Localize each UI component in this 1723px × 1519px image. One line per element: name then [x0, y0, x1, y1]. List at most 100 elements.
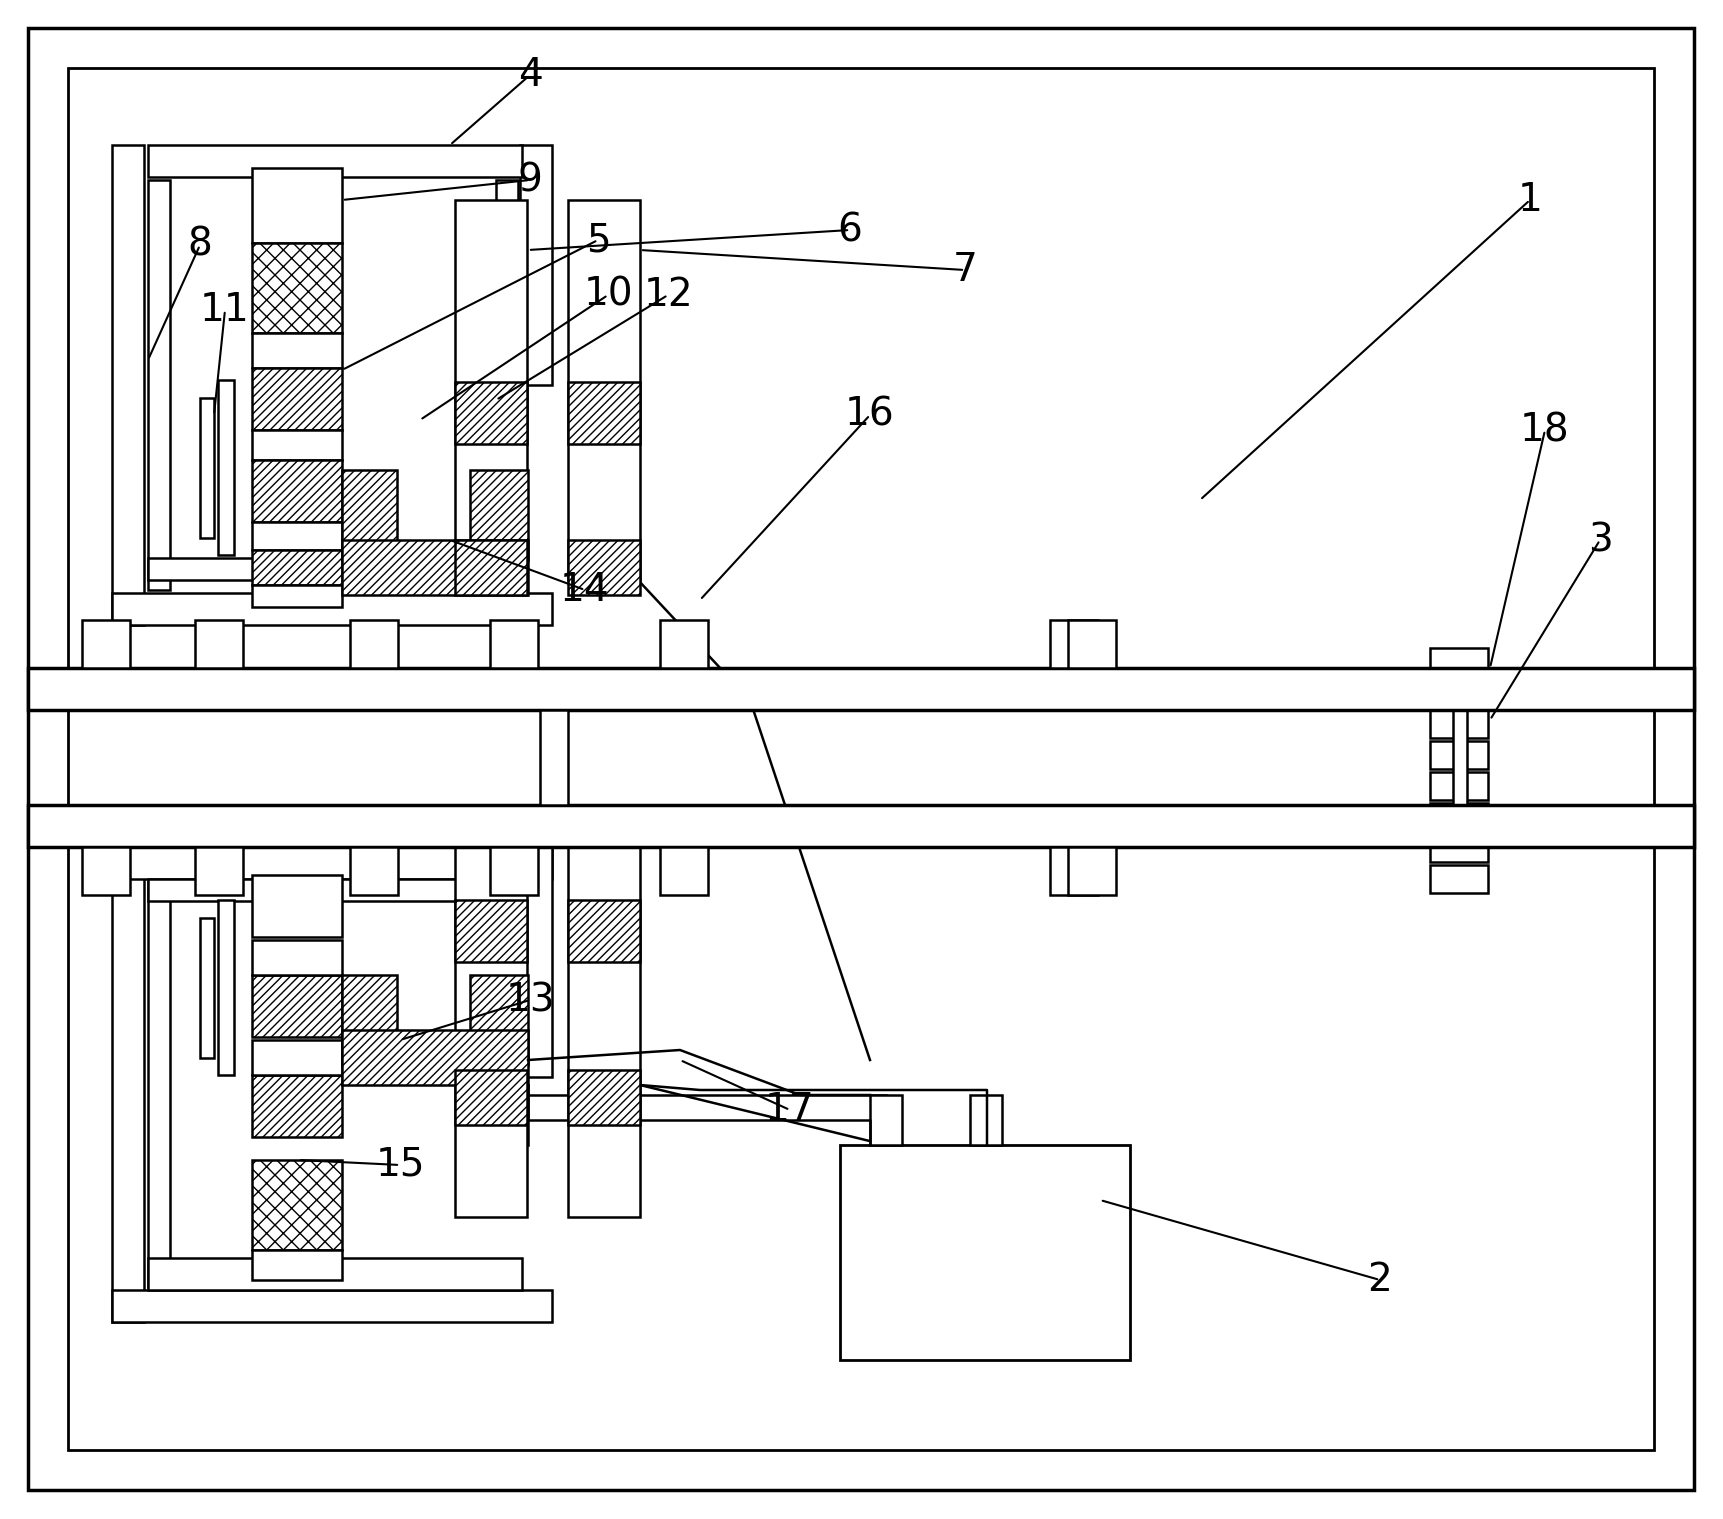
Bar: [841, 1145, 1130, 1360]
Bar: [148, 883, 171, 1287]
Bar: [455, 201, 527, 580]
Bar: [252, 1075, 341, 1138]
Bar: [569, 201, 639, 580]
Bar: [870, 1095, 903, 1145]
Text: 11: 11: [200, 292, 250, 330]
Bar: [569, 381, 639, 444]
Text: 12: 12: [643, 276, 693, 314]
Bar: [539, 709, 569, 805]
Bar: [148, 179, 171, 589]
Bar: [1430, 772, 1489, 801]
Bar: [200, 917, 214, 1059]
Bar: [252, 460, 341, 523]
Bar: [112, 144, 145, 624]
Text: 14: 14: [560, 571, 610, 609]
Bar: [148, 557, 519, 580]
Bar: [148, 1258, 522, 1290]
Bar: [195, 620, 243, 668]
Bar: [569, 539, 639, 595]
Bar: [112, 1290, 551, 1322]
Bar: [350, 620, 398, 668]
Bar: [569, 848, 639, 1217]
Bar: [1430, 864, 1489, 893]
Text: 18: 18: [1520, 412, 1570, 450]
Text: 7: 7: [953, 251, 977, 289]
Bar: [660, 848, 708, 895]
Bar: [496, 179, 519, 380]
Bar: [1430, 804, 1489, 831]
Bar: [1452, 709, 1466, 805]
Bar: [341, 539, 527, 595]
Bar: [470, 469, 527, 561]
Bar: [252, 1250, 341, 1281]
Bar: [1430, 834, 1489, 861]
Bar: [252, 1161, 341, 1250]
Bar: [455, 539, 527, 595]
Text: 13: 13: [505, 981, 555, 1019]
Bar: [148, 880, 519, 901]
Bar: [83, 620, 129, 668]
Bar: [28, 668, 1694, 709]
Bar: [455, 899, 527, 962]
Bar: [569, 899, 639, 962]
Bar: [252, 1041, 341, 1075]
Bar: [341, 1030, 527, 1085]
Text: 17: 17: [765, 1091, 815, 1129]
Bar: [252, 523, 341, 550]
Bar: [520, 144, 551, 384]
Bar: [1049, 620, 1098, 668]
Bar: [455, 848, 527, 1217]
Bar: [252, 585, 341, 608]
Text: 4: 4: [517, 56, 543, 94]
Text: 6: 6: [837, 211, 863, 249]
Bar: [252, 940, 341, 975]
Bar: [148, 144, 522, 178]
Bar: [252, 243, 341, 333]
Bar: [1049, 848, 1098, 895]
Bar: [252, 430, 341, 460]
Text: 2: 2: [1368, 1261, 1392, 1299]
Bar: [341, 975, 396, 1065]
Bar: [660, 620, 708, 668]
Bar: [200, 398, 214, 538]
Bar: [350, 848, 398, 895]
Bar: [112, 848, 551, 880]
Bar: [252, 875, 341, 937]
Text: 10: 10: [582, 276, 632, 314]
Bar: [1430, 741, 1489, 769]
Text: 8: 8: [188, 226, 212, 264]
Bar: [252, 333, 341, 368]
Bar: [520, 848, 551, 1077]
Text: 9: 9: [517, 161, 543, 199]
Bar: [1068, 620, 1117, 668]
Bar: [1068, 848, 1117, 895]
Text: 5: 5: [586, 220, 610, 260]
Bar: [219, 380, 234, 554]
Bar: [569, 1069, 639, 1126]
Bar: [470, 975, 527, 1065]
Bar: [1430, 649, 1489, 676]
Text: 1: 1: [1518, 181, 1542, 219]
Text: 3: 3: [1587, 521, 1613, 559]
Bar: [1430, 679, 1489, 706]
Bar: [252, 368, 341, 430]
Bar: [252, 975, 341, 1037]
Bar: [341, 469, 396, 561]
Bar: [219, 899, 234, 1075]
Bar: [112, 592, 551, 624]
Bar: [252, 550, 341, 585]
Bar: [252, 169, 341, 243]
Bar: [1430, 709, 1489, 738]
Bar: [112, 848, 145, 1322]
Bar: [489, 848, 538, 895]
Text: 15: 15: [376, 1145, 426, 1183]
Bar: [496, 883, 519, 1077]
Bar: [455, 1069, 527, 1126]
Bar: [28, 805, 1694, 848]
Bar: [970, 1095, 1003, 1145]
Bar: [455, 381, 527, 444]
Bar: [195, 848, 243, 895]
Text: 16: 16: [844, 396, 894, 434]
Bar: [489, 620, 538, 668]
Bar: [83, 848, 129, 895]
